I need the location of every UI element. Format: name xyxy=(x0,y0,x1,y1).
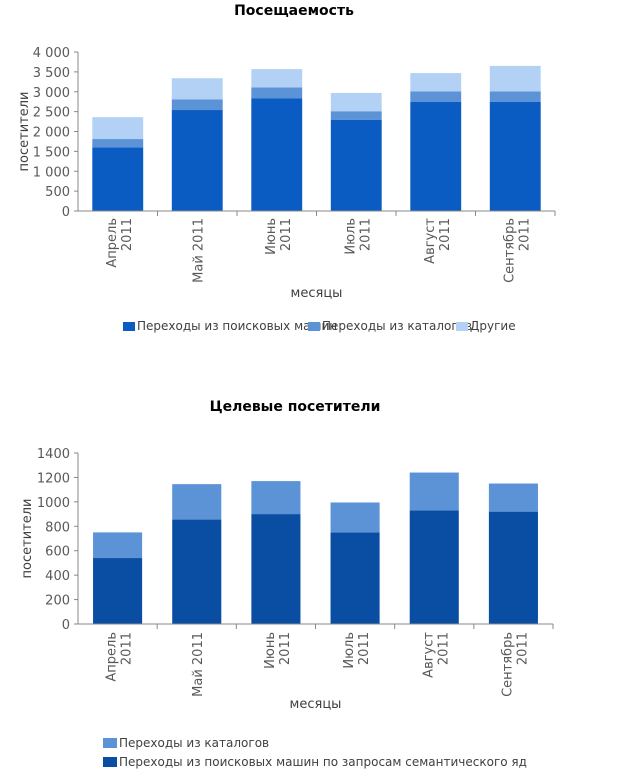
chart-title: Целевые посетители xyxy=(210,399,381,415)
bar-segment xyxy=(409,472,459,511)
legend-label: Другие xyxy=(470,319,516,333)
y-tick-label: 3 500 xyxy=(33,66,70,81)
bar-segment xyxy=(92,117,144,140)
y-tick-label: 1200 xyxy=(37,471,70,486)
y-axis-title: посетители xyxy=(17,92,32,172)
x-tick-label: Июнь2011 xyxy=(263,632,293,669)
y-tick-label: 1 000 xyxy=(33,165,70,180)
y-tick-label: 1 500 xyxy=(33,145,70,160)
x-tick-label: Май 2011 xyxy=(191,632,206,697)
x-axis-title: месяцы xyxy=(290,697,342,712)
bar-segment xyxy=(410,73,462,92)
bar-segment xyxy=(172,484,222,520)
y-tick-label: 2 000 xyxy=(33,126,70,141)
y-tick-label: 800 xyxy=(45,520,70,535)
bar-segment xyxy=(489,101,541,211)
legend-label: Переходы из каталогов xyxy=(322,319,472,333)
y-tick-label: 0 xyxy=(62,205,70,220)
bar-segment xyxy=(171,78,223,100)
bar-segment xyxy=(251,481,301,515)
legend: Переходы из каталогов Переходы из поисков… xyxy=(103,736,527,769)
bar-segment xyxy=(489,65,541,92)
y-tick-label: 400 xyxy=(45,569,70,584)
bar-segment xyxy=(330,502,380,533)
y-tick-label: 600 xyxy=(45,545,70,560)
x-tick-label: Август2011 xyxy=(421,632,451,678)
bar-segment xyxy=(92,147,144,211)
chart-1: Посещаемость 0 500 1 000 1 500 2 000 2 500 3 00… xyxy=(17,3,556,333)
y-tick-label: 3 000 xyxy=(33,86,70,101)
x-tick-label: Сентябрь2011 xyxy=(500,632,530,697)
bar-segment xyxy=(172,519,222,624)
y-tick-label: 0 xyxy=(62,618,70,633)
bar-segment xyxy=(251,98,303,211)
legend-swatch xyxy=(103,738,117,748)
bar-segment xyxy=(330,111,382,120)
chart-title: Посещаемость xyxy=(234,3,354,19)
legend-swatch xyxy=(456,322,468,331)
y-tick-label: 1400 xyxy=(37,447,70,462)
chart-2: Целевые посетители 0 200 400 600 800 1000 1200 1… xyxy=(20,399,554,769)
x-tick-label: Апрель2011 xyxy=(105,218,135,268)
x-tick-label: Сентябрь2011 xyxy=(502,218,532,283)
x-tick-label: Июль2011 xyxy=(342,632,372,669)
x-tick-label: Август2011 xyxy=(423,218,453,264)
bar-segment xyxy=(171,110,223,211)
legend-swatch xyxy=(103,757,117,767)
x-tick-label: Май 2011 xyxy=(191,218,206,283)
bar-segment xyxy=(93,532,143,559)
bar-segment xyxy=(330,532,380,624)
bar-segment xyxy=(330,119,382,211)
y-axis-title: посетители xyxy=(20,499,35,579)
legend-swatch xyxy=(308,322,320,331)
bar-segment xyxy=(251,87,303,99)
x-tick-label: Июль2011 xyxy=(343,218,373,255)
y-tick-label: 200 xyxy=(45,594,70,609)
x-tick-label: Июнь2011 xyxy=(264,218,294,255)
legend-label: Переходы из поисковых машин xyxy=(137,319,337,333)
bar-segment xyxy=(251,514,301,624)
bar-segment xyxy=(410,101,462,211)
x-axis-title: месяцы xyxy=(291,286,343,301)
bar-segment xyxy=(409,510,459,624)
legend-swatch xyxy=(123,322,135,331)
x-tick-label: Апрель2011 xyxy=(105,632,135,682)
bar-segment xyxy=(410,91,462,102)
legend-label: Переходы из поисковых машин по запросам … xyxy=(119,755,527,769)
bar-segment xyxy=(92,139,144,148)
bar-segment xyxy=(489,91,541,102)
bar-segment xyxy=(488,483,538,512)
y-tick-label: 500 xyxy=(45,185,70,200)
y-tick-label: 4 000 xyxy=(33,46,70,61)
bar-segment xyxy=(171,99,223,111)
bar-segment xyxy=(330,92,382,112)
bar-segment xyxy=(93,558,143,624)
bar-segment xyxy=(251,69,303,88)
legend-label: Переходы из каталогов xyxy=(119,736,269,750)
y-tick-label: 2 500 xyxy=(33,106,70,121)
bar-segment xyxy=(488,511,538,624)
y-tick-label: 1000 xyxy=(37,496,70,511)
